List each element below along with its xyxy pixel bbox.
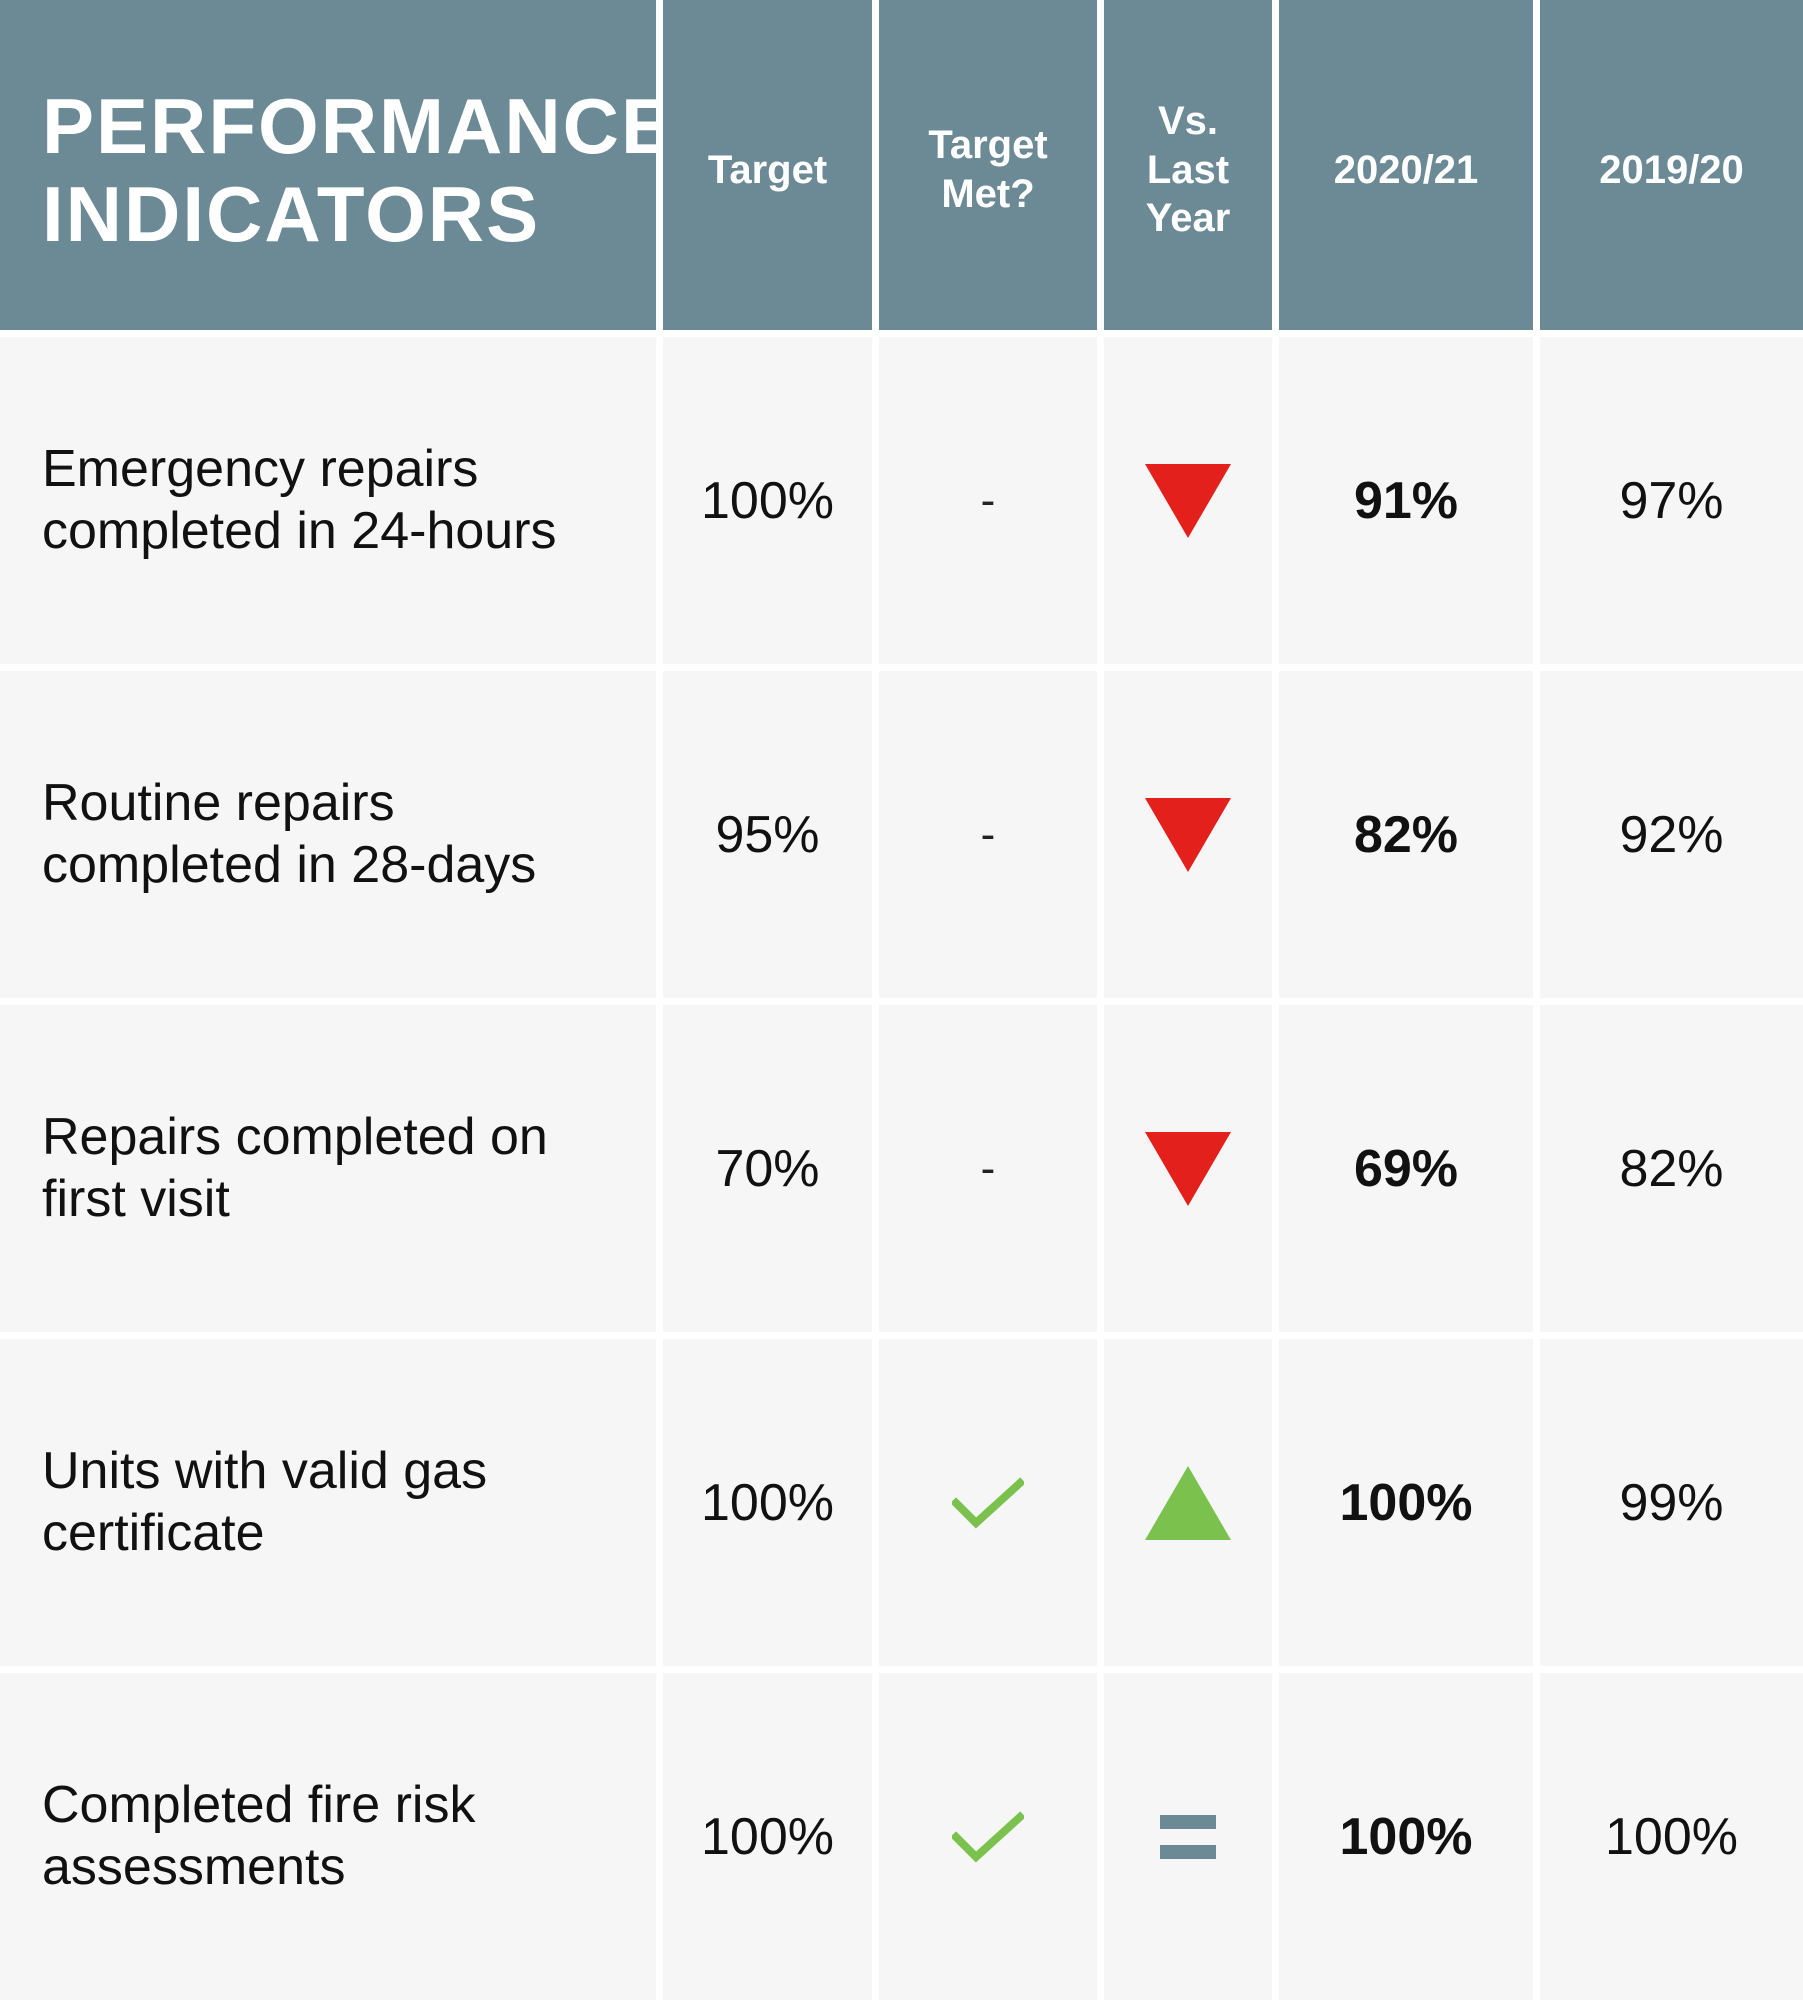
- row-trend: [1104, 671, 1272, 998]
- row-trend: [1104, 1339, 1272, 1666]
- row-label: Emergency repairs completed in 24-hours: [0, 337, 656, 664]
- row-previous: 100%: [1540, 1673, 1803, 2000]
- down-triangle-icon: [1145, 1131, 1231, 1206]
- row-label: Units with valid gas certificate: [0, 1339, 656, 1666]
- row-label-line: completed in 28-days: [42, 835, 537, 894]
- down-triangle-icon: [1145, 463, 1231, 538]
- row-label-line: Units with valid gas: [42, 1442, 488, 1501]
- row-label-line: Repairs completed on: [42, 1108, 548, 1167]
- header-target-met-label: Target Met?: [928, 123, 1048, 216]
- row-previous: 99%: [1540, 1339, 1803, 1666]
- row-label: Completed fire risk assessments: [0, 1673, 656, 2000]
- row-label-line: certificate: [42, 1503, 265, 1562]
- title-line-1: PERFORMANCE: [42, 81, 676, 170]
- row-target: 100%: [663, 337, 872, 664]
- row-previous: 97%: [1540, 337, 1803, 664]
- row-current: 91%: [1279, 337, 1533, 664]
- row-current: 69%: [1279, 1005, 1533, 1332]
- row-target: 100%: [663, 1673, 872, 2000]
- header-year-previous: 2019/20: [1540, 0, 1803, 330]
- row-label-line: Routine repairs: [42, 774, 395, 833]
- row-target-met: [879, 1339, 1097, 1666]
- header-target: Target: [663, 0, 872, 330]
- row-trend: [1104, 1673, 1272, 2000]
- down-triangle-icon: [1145, 797, 1231, 872]
- equal-icon: [1160, 1814, 1216, 1859]
- header-year-current-label: 2020/21: [1333, 147, 1479, 192]
- row-current: 100%: [1279, 1673, 1533, 2000]
- header-vs-last-year-label: Vs. Last Year: [1145, 98, 1231, 241]
- row-label: Repairs completed on first visit: [0, 1005, 656, 1332]
- title-line-2: INDICATORS: [42, 170, 541, 258]
- header-year-previous-label: 2019/20: [1599, 147, 1744, 192]
- row-previous: 92%: [1540, 671, 1803, 998]
- header-vs-last-year: Vs. Last Year: [1104, 0, 1272, 330]
- row-target-met: -: [879, 337, 1097, 664]
- row-previous: 82%: [1540, 1005, 1803, 1332]
- row-trend: [1104, 1005, 1272, 1332]
- check-icon: [952, 1810, 1024, 1863]
- row-trend: [1104, 337, 1272, 664]
- header-target-met: Target Met?: [879, 0, 1097, 330]
- row-target: 100%: [663, 1339, 872, 1666]
- row-label: Routine repairs completed in 28-days: [0, 671, 656, 998]
- row-target: 70%: [663, 1005, 872, 1332]
- row-label-line: Emergency repairs: [42, 440, 479, 499]
- row-target: 95%: [663, 671, 872, 998]
- row-label-line: first visit: [42, 1169, 230, 1228]
- row-label-line: assessments: [42, 1837, 346, 1896]
- header-target-label: Target: [707, 147, 828, 192]
- row-target-met: -: [879, 1005, 1097, 1332]
- up-triangle-icon: [1145, 1465, 1231, 1540]
- row-target-met: -: [879, 671, 1097, 998]
- row-current: 100%: [1279, 1339, 1533, 1666]
- table-title: PERFORMANCE INDICATORS: [0, 0, 673, 330]
- row-label-line: Completed fire risk: [42, 1776, 476, 1835]
- row-label-line: completed in 24-hours: [42, 501, 557, 560]
- row-target-met: [879, 1673, 1097, 2000]
- check-icon: [952, 1476, 1024, 1529]
- header-year-current: 2020/21: [1279, 0, 1533, 330]
- row-current: 82%: [1279, 671, 1533, 998]
